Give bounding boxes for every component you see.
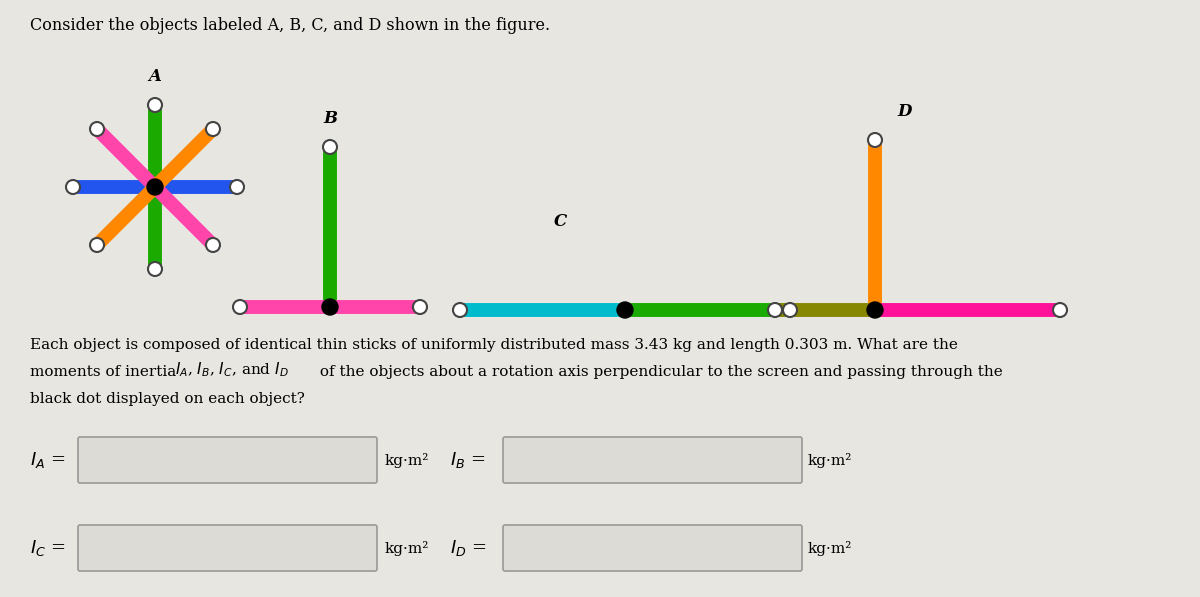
Circle shape — [90, 122, 104, 136]
FancyBboxPatch shape — [78, 525, 377, 571]
Text: black dot displayed on each object?: black dot displayed on each object? — [30, 392, 305, 406]
Circle shape — [323, 140, 337, 154]
Circle shape — [784, 303, 797, 317]
Text: kg·m²: kg·m² — [808, 540, 852, 555]
Circle shape — [866, 302, 883, 318]
Text: $I_D$ =: $I_D$ = — [450, 538, 486, 558]
Circle shape — [617, 302, 634, 318]
Text: $I_C$ =: $I_C$ = — [30, 538, 66, 558]
Text: Consider the objects labeled A, B, C, and D shown in the figure.: Consider the objects labeled A, B, C, an… — [30, 17, 550, 34]
Circle shape — [206, 122, 220, 136]
Text: kg·m²: kg·m² — [385, 453, 430, 467]
Text: $I_A$, $I_B$, $I_C$, and $I_D$: $I_A$, $I_B$, $I_C$, and $I_D$ — [175, 361, 289, 379]
Circle shape — [768, 303, 782, 317]
Circle shape — [868, 133, 882, 147]
Text: C: C — [553, 213, 566, 230]
Text: kg·m²: kg·m² — [385, 540, 430, 555]
Circle shape — [233, 300, 247, 314]
Circle shape — [454, 303, 467, 317]
Circle shape — [206, 238, 220, 252]
Text: kg·m²: kg·m² — [808, 453, 852, 467]
FancyBboxPatch shape — [78, 437, 377, 483]
FancyBboxPatch shape — [503, 437, 802, 483]
Circle shape — [66, 180, 80, 194]
Text: A: A — [149, 68, 162, 85]
Circle shape — [230, 180, 244, 194]
Circle shape — [1054, 303, 1067, 317]
Circle shape — [148, 179, 163, 195]
FancyBboxPatch shape — [503, 525, 802, 571]
Circle shape — [322, 299, 338, 315]
Text: of the objects about a rotation axis perpendicular to the screen and passing thr: of the objects about a rotation axis per… — [314, 365, 1003, 379]
Circle shape — [148, 98, 162, 112]
Text: Each object is composed of identical thin sticks of uniformly distributed mass 3: Each object is composed of identical thi… — [30, 338, 958, 352]
Text: $I_A$ =: $I_A$ = — [30, 450, 65, 470]
Text: B: B — [323, 110, 337, 127]
Text: moments of inertia: moments of inertia — [30, 365, 181, 379]
Circle shape — [90, 238, 104, 252]
Circle shape — [413, 300, 427, 314]
Circle shape — [148, 262, 162, 276]
Text: D: D — [898, 103, 912, 120]
Text: $I_B$ =: $I_B$ = — [450, 450, 485, 470]
